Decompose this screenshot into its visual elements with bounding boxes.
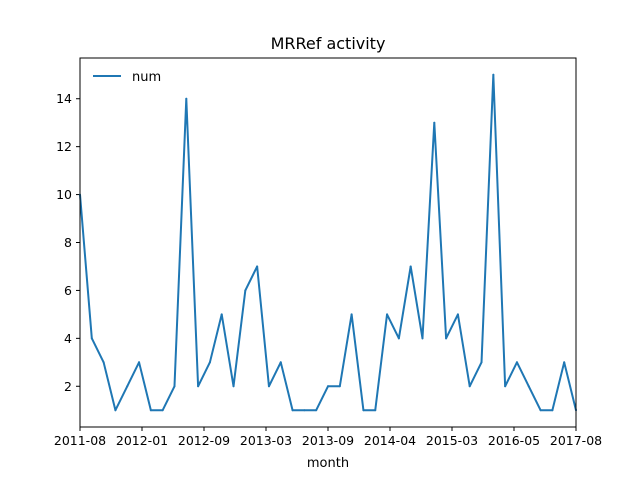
x-tick-label: 2015-03 [426, 433, 478, 448]
plot-frame [79, 57, 577, 428]
data-point [114, 409, 117, 412]
data-point [421, 337, 424, 340]
data-point [126, 385, 129, 388]
data-point [527, 385, 530, 388]
x-tick-label: 2014-04 [364, 433, 416, 448]
data-point [338, 385, 341, 388]
x-axis-label: month [307, 456, 349, 471]
y-tick-label: 2 [64, 379, 72, 394]
data-point [315, 409, 318, 412]
x-tick-label: 2013-03 [240, 433, 292, 448]
data-point [197, 385, 200, 388]
legend-label-num: num [132, 70, 161, 85]
data-point [161, 409, 164, 412]
y-tick-label: 14 [56, 91, 72, 106]
y-tick-label: 8 [64, 235, 72, 250]
data-point [208, 361, 211, 364]
data-point [468, 385, 471, 388]
x-tick-label: 2011-08 [54, 433, 106, 448]
y-tick-label: 10 [56, 187, 72, 202]
x-tick-label: 2012-09 [178, 433, 230, 448]
x-tick-label: 2017-08 [550, 433, 602, 448]
x-tick-label: 2013-09 [302, 433, 354, 448]
data-point [386, 313, 389, 316]
data-point [279, 361, 282, 364]
data-point [374, 409, 377, 412]
data-point [327, 385, 329, 388]
data-point [244, 289, 247, 292]
data-point [409, 265, 412, 268]
data-point [551, 409, 554, 412]
data-point [563, 361, 566, 364]
data-point [480, 361, 483, 364]
plot-area: 2 4 6 8 10 12 14 2011-08 2012-01 2012-09 2013-03 20… [54, 73, 602, 448]
y-tick-label: 4 [64, 331, 72, 346]
data-point [267, 385, 270, 388]
data-point [232, 385, 235, 388]
chart-title: MRRef activity [271, 34, 386, 53]
data-point [102, 361, 105, 364]
data-point [456, 313, 459, 316]
data-point [220, 313, 223, 316]
x-tick-label: 2016-05 [488, 433, 540, 448]
data-point [445, 337, 448, 340]
data-point [433, 121, 436, 124]
data-point [492, 73, 495, 76]
data-point [138, 361, 141, 364]
data-point [515, 361, 518, 364]
data-point [350, 313, 353, 316]
y-tick-label: 12 [56, 139, 72, 154]
data-point [397, 337, 400, 340]
data-point [291, 409, 294, 412]
data-point [256, 265, 259, 268]
x-tick-label: 2012-01 [116, 433, 168, 448]
data-point [504, 385, 507, 388]
data-point [303, 409, 306, 412]
data-point [90, 337, 93, 340]
data-point [173, 385, 176, 388]
data-point [362, 409, 365, 412]
data-point [185, 97, 188, 100]
y-tick-label: 6 [64, 283, 72, 298]
legend: num [93, 70, 161, 85]
data-point [149, 409, 152, 412]
data-point [539, 409, 542, 412]
